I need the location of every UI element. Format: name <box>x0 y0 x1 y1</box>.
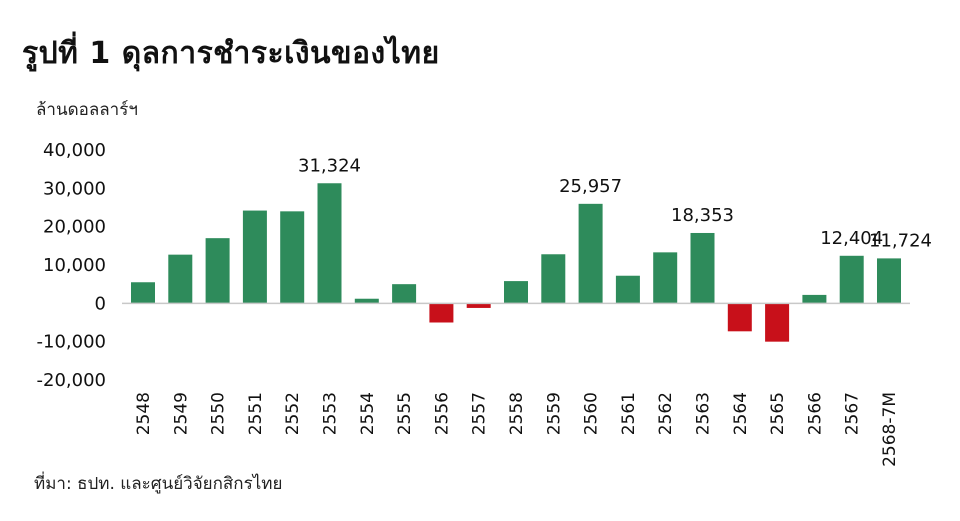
x-tick-label: 2566 <box>805 392 825 435</box>
bar-2549 <box>168 254 193 304</box>
bar-2567 <box>839 255 864 304</box>
data-label: 18,353 <box>671 205 734 226</box>
y-tick-label: -20,000 <box>37 370 106 391</box>
bar-2556 <box>429 303 454 323</box>
bar-2564 <box>727 303 752 332</box>
x-tick-label: 2564 <box>731 392 751 435</box>
x-tick-label: 2560 <box>582 392 602 435</box>
x-tick-label: 2565 <box>768 392 788 435</box>
x-tick-label: 2559 <box>544 392 564 435</box>
bar-2568-7M <box>877 258 901 304</box>
y-tick-label: 10,000 <box>43 255 106 276</box>
x-tick-label: 2555 <box>395 392 415 435</box>
x-tick-label: 2548 <box>134 392 154 435</box>
y-axis-label: ล้านดอลลาร์ฯ <box>36 100 138 120</box>
x-tick-label: 2550 <box>209 392 229 435</box>
bar-2562 <box>653 252 678 304</box>
y-tick-label: -10,000 <box>37 332 106 353</box>
bar-2563 <box>690 232 715 304</box>
bar-2558 <box>504 281 528 304</box>
y-tick-label: 20,000 <box>43 217 106 238</box>
bar-2566 <box>802 294 827 304</box>
x-tick-label: 2549 <box>171 392 191 435</box>
x-tick-label: 2567 <box>843 392 863 435</box>
x-tick-label: 2558 <box>507 392 527 435</box>
bar-2555 <box>392 284 417 304</box>
bar-2553 <box>317 183 342 304</box>
bar-2561 <box>615 275 640 304</box>
data-label: 11,724 <box>869 230 932 251</box>
bar-2552 <box>280 211 305 304</box>
x-tick-label: 2554 <box>358 392 378 435</box>
x-tick-label: 2551 <box>246 392 266 435</box>
x-tick-label: 2563 <box>694 392 714 435</box>
x-tick-label: 2562 <box>656 392 676 435</box>
x-tick-label: 2561 <box>619 392 639 435</box>
x-tick-label: 2552 <box>283 392 303 435</box>
bar-2550 <box>205 238 230 304</box>
bar-2559 <box>541 254 566 304</box>
x-tick-label: 2556 <box>432 392 452 435</box>
x-tick-label: 2557 <box>470 392 490 435</box>
y-tick-label: 30,000 <box>43 178 106 199</box>
x-tick-label: 2568-7M <box>880 392 900 467</box>
y-tick-label: 0 <box>95 293 106 314</box>
data-label: 12,404 <box>820 228 883 249</box>
bar-2551 <box>242 210 267 304</box>
bar-2557 <box>466 303 491 308</box>
x-tick-label: 2553 <box>321 392 341 435</box>
y-tick-label: 40,000 <box>43 140 106 161</box>
chart-title: รูปที่ 1 ดุลการชำระเงินของไทย <box>22 36 440 71</box>
bar-2565 <box>765 303 790 342</box>
data-label: 25,957 <box>559 176 622 197</box>
data-label: 31,324 <box>298 155 361 176</box>
source-note: ที่มา: ธปท. และศูนย์วิจัยกสิกรไทย <box>34 474 283 494</box>
bar-2560 <box>578 203 603 304</box>
bar-2554 <box>354 298 379 304</box>
bar-2548 <box>131 282 155 304</box>
